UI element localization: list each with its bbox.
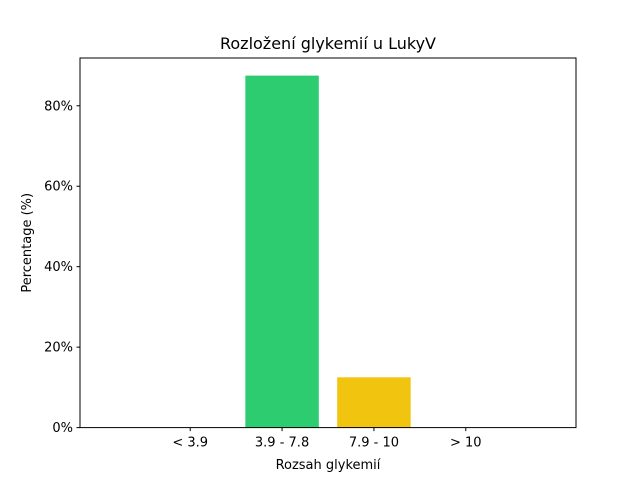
x-tick-label: 3.9 - 7.8 [255, 436, 309, 451]
x-tick-label: 7.9 - 10 [349, 436, 399, 451]
y-tick-label: 20% [44, 341, 73, 356]
y-axis: 0% 20% 40% 60% 80% [44, 99, 80, 436]
y-tick-label: 0% [52, 421, 73, 436]
y-tick-label: 80% [44, 99, 73, 114]
chart-title: Rozložení glykemií u LukyV [220, 34, 436, 53]
x-axis-label: Rozsah glykemií [276, 458, 381, 473]
y-tick-label: 60% [44, 180, 73, 195]
x-tick-label: < 3.9 [172, 436, 208, 451]
y-tick-label: 40% [44, 260, 73, 275]
bar-2 [337, 377, 411, 428]
x-tick-label: > 10 [450, 436, 482, 451]
x-axis: < 3.9 3.9 - 7.8 7.9 - 10 > 10 [172, 427, 482, 451]
bars-group [245, 75, 411, 428]
y-axis-label: Percentage (%) [20, 193, 35, 293]
bar-1 [245, 75, 319, 428]
plot-frame [79, 57, 577, 429]
